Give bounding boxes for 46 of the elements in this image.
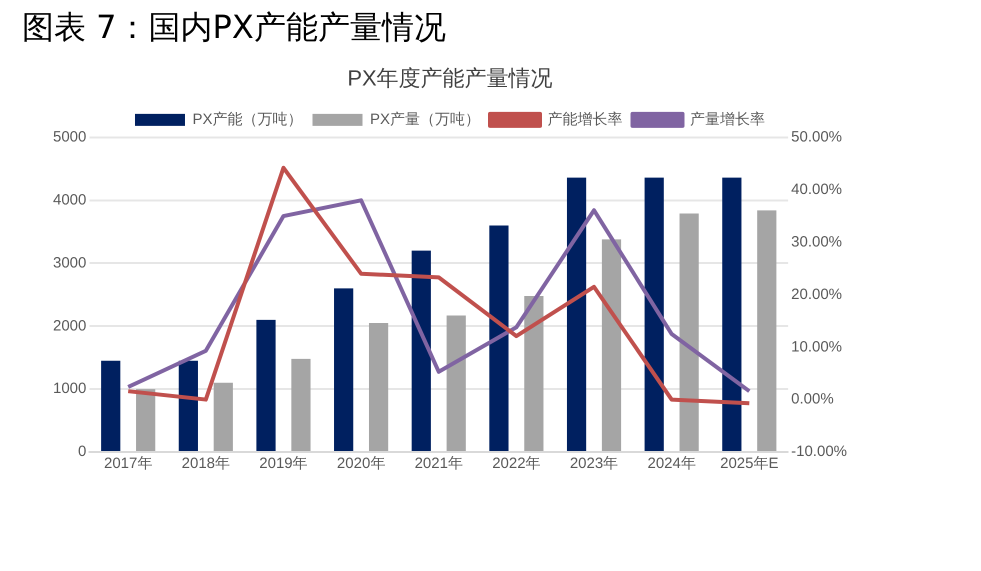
x-tick-label: 2025年E <box>720 455 778 472</box>
x-tick-label: 2017年 <box>104 455 152 472</box>
x-tick-label: 2018年 <box>182 455 230 472</box>
bar <box>757 210 776 451</box>
bar <box>101 360 120 451</box>
bar <box>644 178 664 451</box>
bar <box>602 239 622 451</box>
bar <box>178 360 198 451</box>
y-tick-label: 2000 <box>52 317 86 334</box>
bar <box>334 288 354 451</box>
y2-tick-label: 50.00% <box>791 128 842 146</box>
bar <box>524 296 544 451</box>
legend-label: PX产能（万吨） <box>192 111 303 128</box>
chart-subtitle: PX年度产能产量情况 <box>347 65 553 90</box>
bar <box>136 389 156 451</box>
legend-label: 产量增长率 <box>690 111 766 128</box>
bar <box>489 225 509 451</box>
y-tick-label: 5000 <box>52 128 86 146</box>
y2-tick-label: 30.00% <box>791 233 842 250</box>
y2-tick-label: -10.00% <box>791 443 848 460</box>
y-tick-label: 0 <box>78 443 86 460</box>
y-tick-label: 3000 <box>52 254 86 272</box>
x-tick-label: 2023年 <box>570 455 618 472</box>
legend-label: 产能增长率 <box>548 111 623 128</box>
bar <box>722 178 742 451</box>
legend-label: PX产量（万吨） <box>370 111 480 128</box>
y2-tick-label: 10.00% <box>791 338 842 356</box>
x-tick-label: 2021年 <box>414 455 463 472</box>
bar <box>412 250 431 451</box>
x-tick-label: 2024年 <box>647 455 696 472</box>
x-tick-label: 2022年 <box>492 455 541 472</box>
y2-tick-label: 20.00% <box>791 286 842 303</box>
y2-tick-label: 40.00% <box>791 180 842 198</box>
y-tick-label: 1000 <box>52 380 86 398</box>
bar <box>256 320 276 451</box>
bar <box>680 214 699 451</box>
x-tick-label: 2019年 <box>259 455 308 472</box>
bar <box>368 323 388 451</box>
bar <box>291 358 311 451</box>
x-tick-label: 2020年 <box>336 455 386 472</box>
y-tick-label: 4000 <box>52 191 86 208</box>
bar <box>446 315 466 451</box>
bar <box>566 178 586 451</box>
bar <box>214 382 233 451</box>
y2-tick-label: 0.00% <box>791 390 834 408</box>
chart-title: 图表 7：国内PX产能产量情况 <box>21 7 447 48</box>
